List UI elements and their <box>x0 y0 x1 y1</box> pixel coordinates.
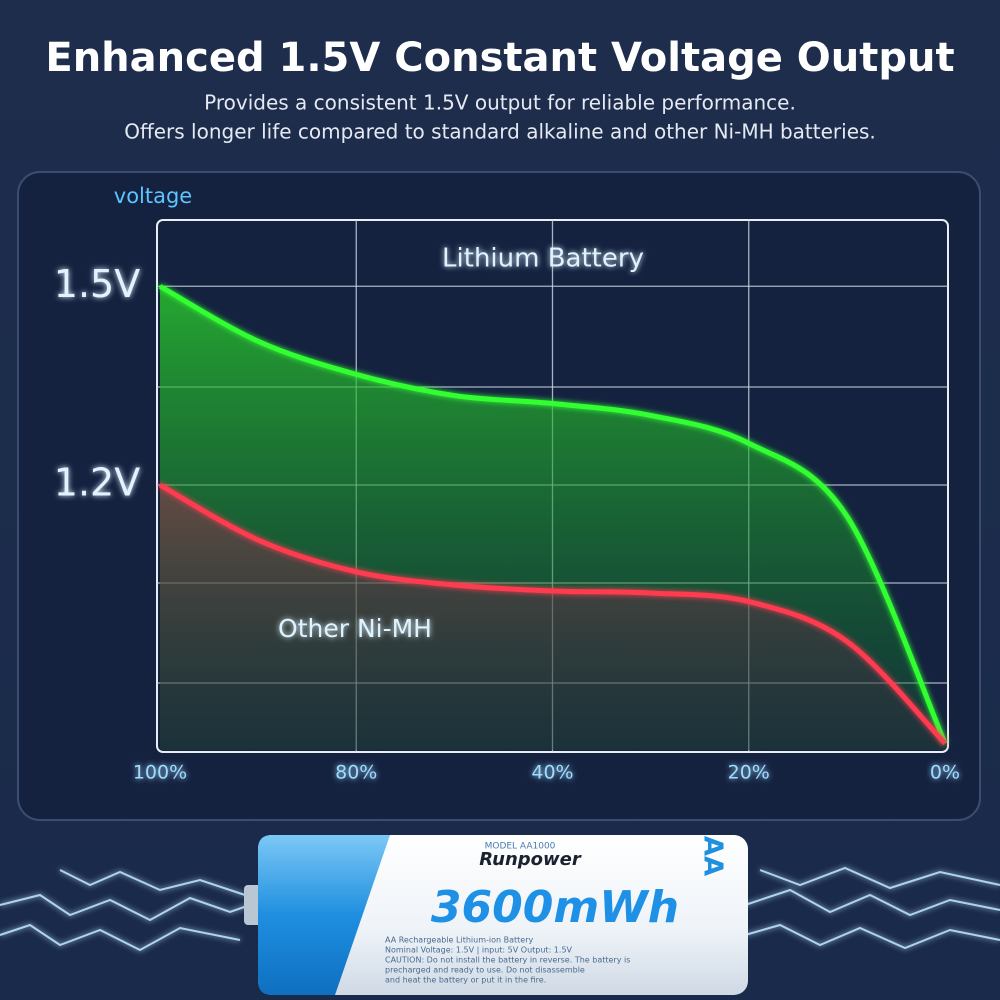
battery-text: and heat the battery or put it in the fi… <box>385 976 546 985</box>
y-tick-label: 1.2V <box>54 461 140 505</box>
series-label: Other Ni-MH <box>278 614 432 643</box>
series-label: Lithium Battery <box>442 244 644 274</box>
lightning <box>759 866 1000 890</box>
battery-text: Nominal Voltage: 1.5V | input: 5V Output… <box>385 946 573 955</box>
battery-model: MODEL AA1000 <box>485 842 556 852</box>
subtitle: Offers longer life compared to standard … <box>124 120 876 144</box>
y-axis-label: voltage <box>114 184 192 208</box>
y-tick-label: 1.5V <box>54 262 140 306</box>
battery-text: precharged and ready to use. Do not disa… <box>385 966 585 975</box>
lightning <box>744 888 1000 917</box>
line <box>158 482 947 746</box>
x-tick-label: 20% <box>728 762 770 784</box>
title: Enhanced 1.5V Constant Voltage Output <box>45 35 954 81</box>
battery: MODEL AA1000 Runpower AA 3600mWh AA Rech… <box>244 835 748 995</box>
battery-brand: Runpower <box>479 849 582 870</box>
x-tick-label: 0% <box>930 762 960 784</box>
battery-body <box>258 835 748 995</box>
subtitle: Provides a consistent 1.5V output for re… <box>204 91 796 115</box>
x-tick-label: 100% <box>133 762 187 784</box>
battery-text: CAUTION: Do not install the battery in r… <box>385 956 630 965</box>
lightning <box>0 923 241 952</box>
lightning <box>59 869 246 896</box>
lightning <box>0 893 251 922</box>
lightning <box>744 923 1000 950</box>
line <box>158 284 948 745</box>
battery-size: AA <box>698 836 728 876</box>
area <box>160 485 945 750</box>
battery-wrap <box>258 835 390 995</box>
x-tick-label: 80% <box>335 762 377 784</box>
battery-text: AA Rechargeable Lithium-ion Battery <box>385 936 533 945</box>
battery-capacity: 3600mWh <box>431 882 679 933</box>
x-tick-label: 40% <box>531 762 573 784</box>
